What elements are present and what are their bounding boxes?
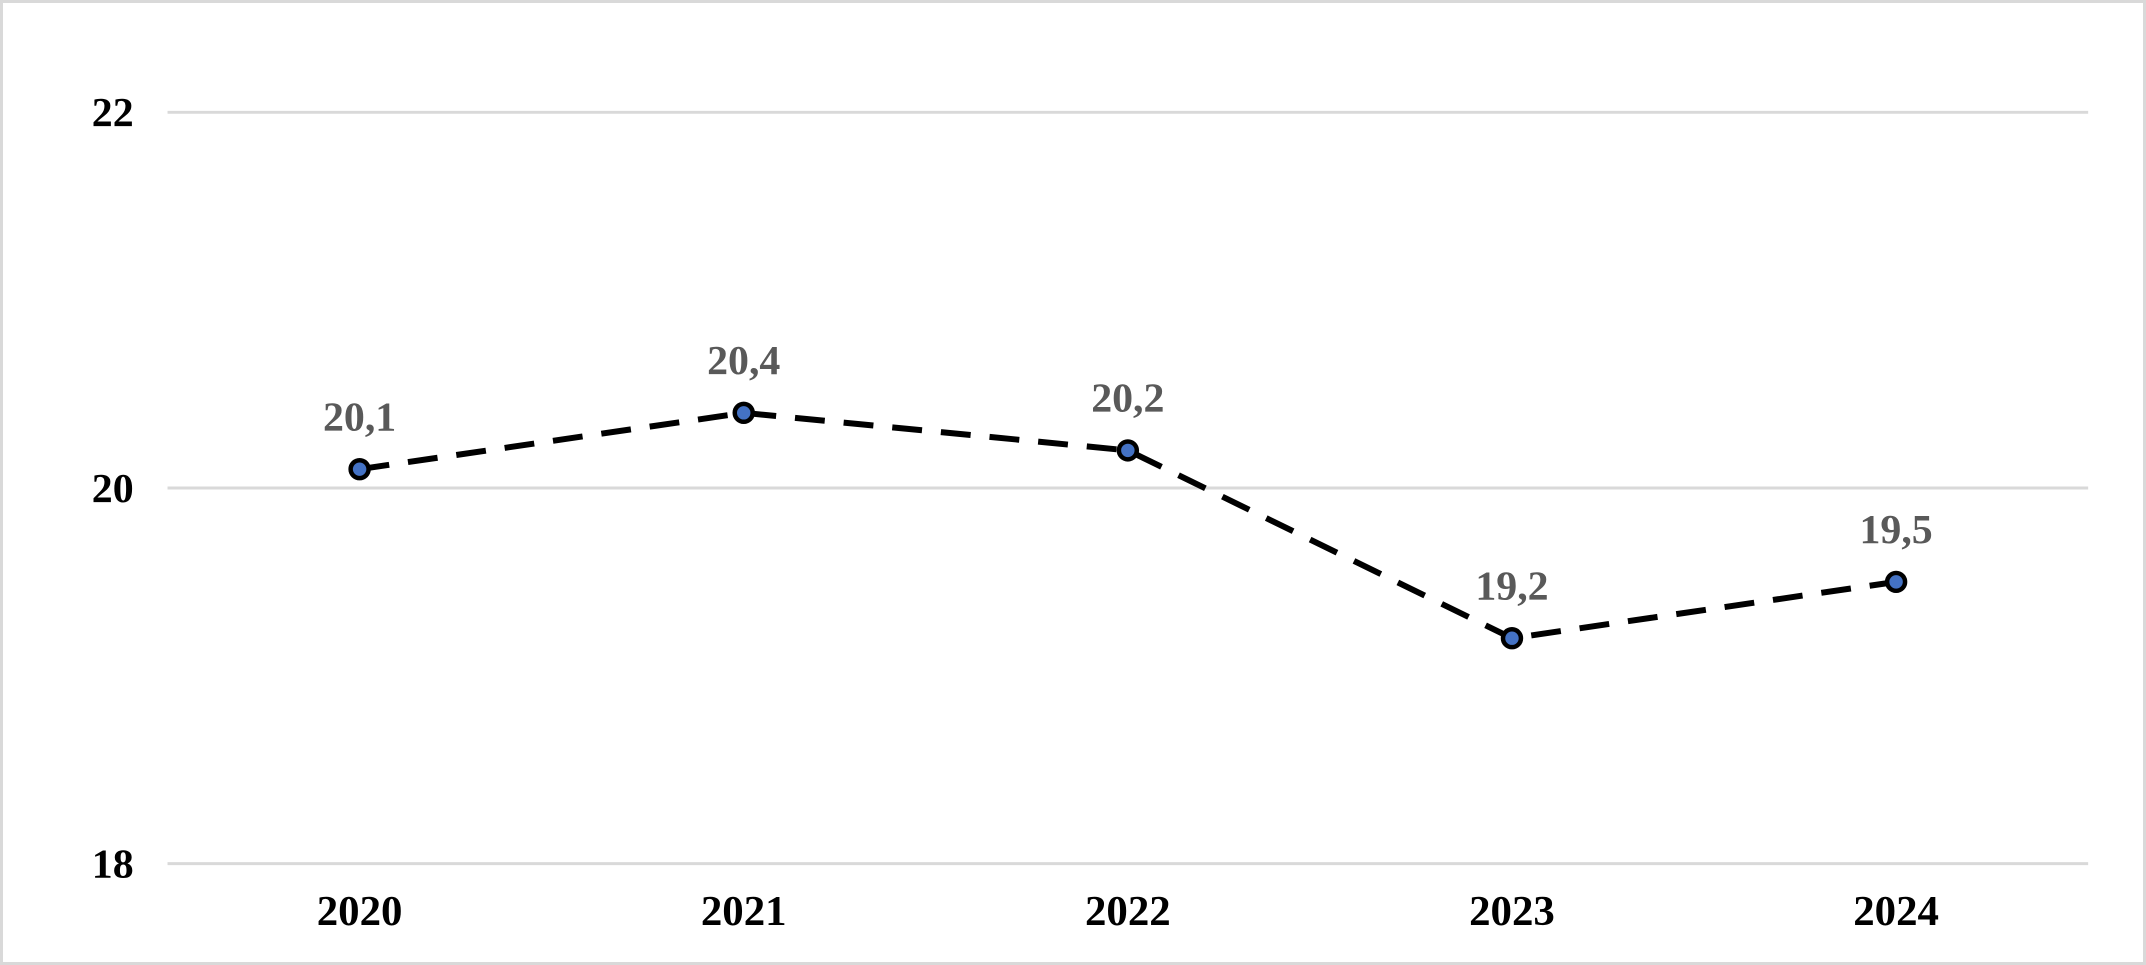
x-axis-tick-2023: 2023 bbox=[1469, 888, 1555, 935]
data-label-2023: 19,2 bbox=[1475, 564, 1548, 610]
data-point-2023 bbox=[1500, 627, 1524, 650]
data-label-2022: 20,2 bbox=[1091, 376, 1164, 422]
data-label-2020: 20,1 bbox=[323, 394, 396, 440]
data-point-2021 bbox=[732, 401, 755, 425]
data-label-2024: 19,5 bbox=[1859, 507, 1932, 553]
x-axis-tick-2024: 2024 bbox=[1853, 888, 1939, 935]
x-axis-tick-2021: 2021 bbox=[701, 888, 787, 935]
y-axis-tick-22: 22 bbox=[92, 90, 134, 136]
x-axis-tick-2020: 2020 bbox=[317, 888, 403, 935]
series-line-series-1 bbox=[359, 409, 1897, 642]
data-point-2022 bbox=[1116, 439, 1140, 462]
y-axis-tick-20: 20 bbox=[92, 466, 134, 512]
x-axis-tick-2022: 2022 bbox=[1085, 888, 1171, 935]
data-point-2020 bbox=[348, 458, 371, 481]
y-axis-tick-18: 18 bbox=[92, 842, 134, 888]
data-label-2021: 20,4 bbox=[707, 338, 780, 384]
data-point-2024 bbox=[1884, 570, 1908, 594]
